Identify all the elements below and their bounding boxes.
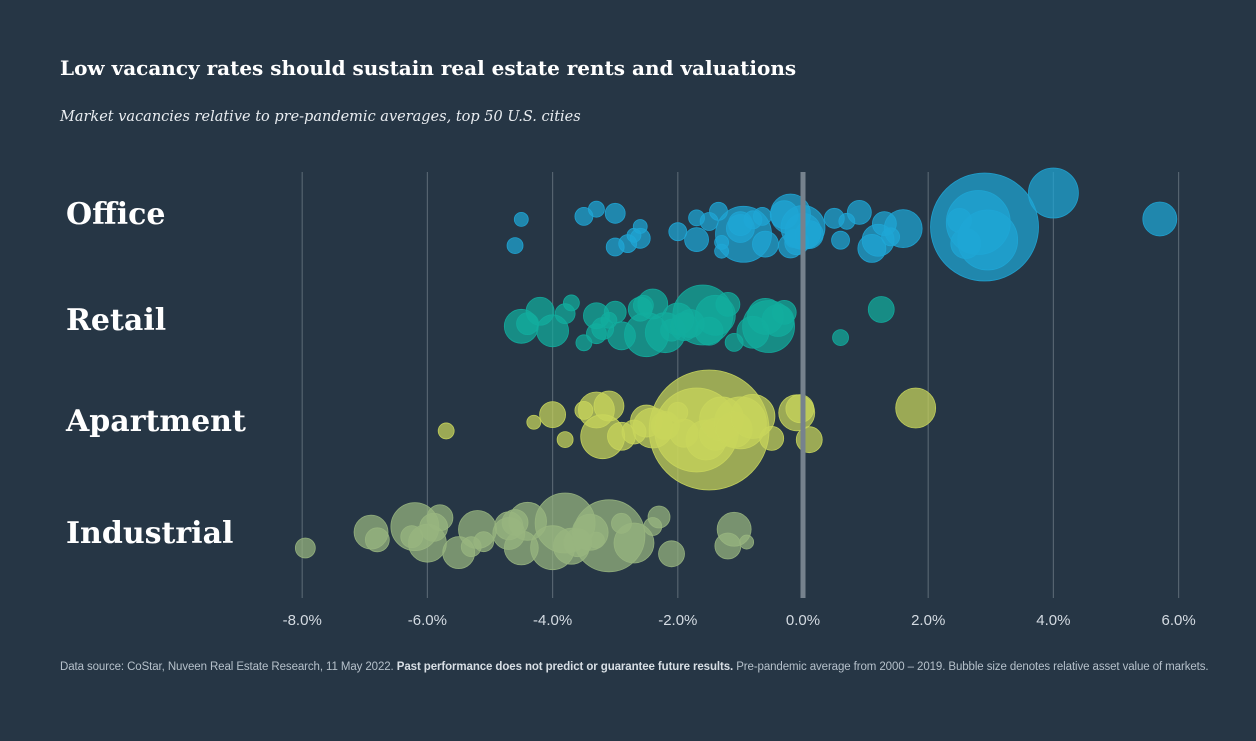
- bubble-apartment-0: [437, 422, 455, 440]
- bubble-retail-11: [603, 300, 627, 324]
- series-industrial: [294, 492, 755, 573]
- bubble-retail-33: [867, 296, 895, 323]
- series-retail: [503, 284, 895, 358]
- bubble-industrial-25: [613, 522, 655, 564]
- bubble-industrial-31: [739, 534, 755, 550]
- category-label-apartment: Apartment: [66, 404, 246, 439]
- x-tick-label-5: 2.0%: [911, 612, 945, 629]
- x-tick-label-6: 4.0%: [1036, 612, 1070, 629]
- bubble-industrial-27: [647, 505, 671, 529]
- bubble-apartment-7: [593, 390, 625, 422]
- series-apartment: [437, 369, 937, 491]
- footnote-source: Data source: CoStar, Nuveen Real Estate …: [60, 661, 394, 673]
- bubble-office-39: [883, 209, 923, 249]
- x-tick-label-3: -2.0%: [658, 612, 697, 629]
- bubble-office-9: [626, 227, 642, 243]
- bubble-office-22: [752, 206, 772, 226]
- category-label-industrial: Industrial: [66, 516, 234, 551]
- bubble-apartment-26: [795, 426, 823, 454]
- bubble-office-46: [1142, 201, 1178, 237]
- series-office: [506, 167, 1178, 282]
- bubble-office-5: [588, 200, 605, 218]
- bubble-office-10: [668, 222, 688, 242]
- bubble-retail-5: [562, 294, 580, 312]
- bubble-industrial-2: [364, 527, 390, 553]
- bubble-layer: [294, 167, 1178, 573]
- x-tick-label-2: -4.0%: [533, 612, 572, 629]
- bubble-office-0: [513, 211, 529, 227]
- bubble-office-34: [846, 199, 872, 225]
- bubble-apartment-3: [556, 431, 574, 449]
- bubble-office-44: [957, 209, 1019, 271]
- bubble-apartment-25: [785, 394, 815, 424]
- bubble-industrial-28: [658, 540, 685, 568]
- x-tick-label-4: 0.0%: [786, 612, 820, 629]
- footnote-note: Pre-pandemic average from 2000 – 2019. B…: [736, 661, 1209, 673]
- bubble-industrial-7: [426, 504, 454, 532]
- bubble-industrial-0: [294, 537, 316, 559]
- x-tick-label-7: 6.0%: [1161, 612, 1195, 629]
- category-label-office: Office: [66, 197, 166, 232]
- x-axis-ticks: -8.0% -6.0% -4.0% -2.0% 0.0% 2.0% 4.0% 6.0%: [283, 612, 1196, 629]
- footnote-disclaimer: Past performance does not predict or gua…: [396, 661, 734, 673]
- bubble-retail-25: [715, 291, 741, 317]
- x-tick-label-0: -8.0%: [283, 612, 322, 629]
- bubble-office-21: [752, 230, 779, 258]
- bubble-retail-31: [771, 299, 797, 325]
- bubble-apartment-23: [759, 425, 785, 451]
- chart-subtitle: Market vacancies relative to pre-pandemi…: [60, 109, 581, 125]
- bubble-office-3: [604, 202, 626, 224]
- chart-title: Low vacancy rates should sustain real es…: [60, 56, 797, 80]
- bubble-apartment-27: [895, 387, 937, 429]
- category-label-retail: Retail: [66, 303, 167, 338]
- bubble-industrial-11: [473, 531, 495, 553]
- bubble-apartment-2: [539, 401, 566, 429]
- x-tick-label-1: -6.0%: [408, 612, 447, 629]
- bubble-office-32: [831, 230, 850, 250]
- bubble-office-12: [684, 227, 709, 253]
- bubble-office-1: [506, 237, 524, 255]
- footnote: Data source: CoStar, Nuveen Real Estate …: [60, 661, 1210, 673]
- bubble-office-45: [1028, 167, 1079, 219]
- bubble-apartment-1: [526, 414, 542, 430]
- bubble-apartment-22: [730, 393, 776, 439]
- bubble-retail-32: [832, 329, 849, 347]
